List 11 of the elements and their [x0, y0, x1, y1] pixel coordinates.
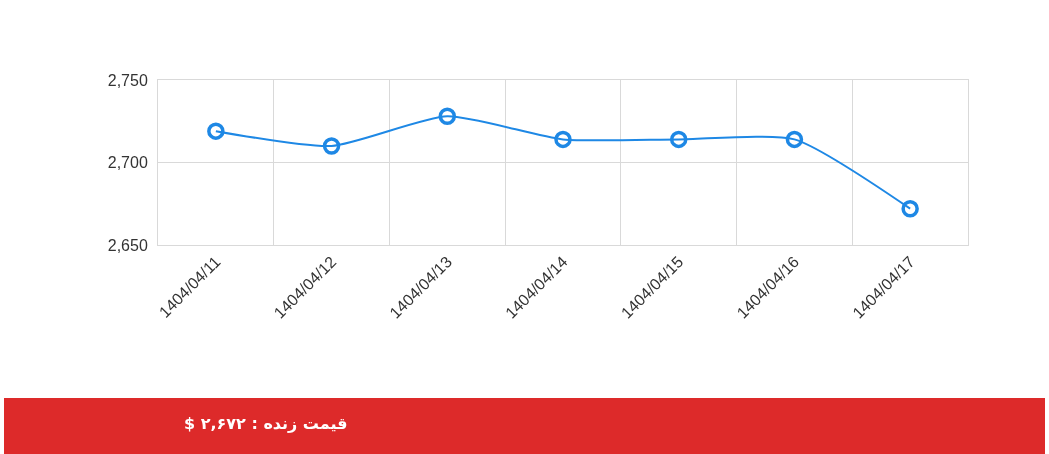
- point: [669, 130, 688, 149]
- point: [207, 122, 225, 140]
- point: [554, 130, 572, 149]
- point: [785, 130, 804, 149]
- point: [901, 199, 919, 218]
- footer-banner: قیمت زنده : ۲,۶۷۲ $: [4, 398, 1045, 454]
- point: [322, 137, 341, 155]
- point: [438, 107, 457, 126]
- y-tick-label: 2,650: [107, 236, 148, 254]
- y-tick-label: 2,750: [107, 71, 148, 89]
- y-tick-label: 2,700: [107, 154, 148, 172]
